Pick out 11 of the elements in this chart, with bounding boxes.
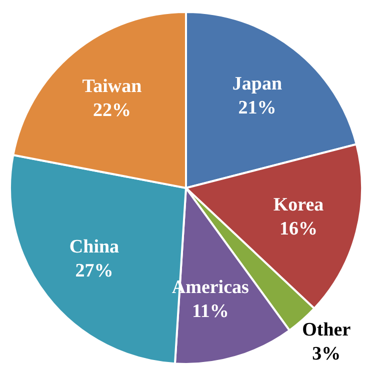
data-label: 21% <box>238 98 276 119</box>
slice-label: Other <box>302 319 352 340</box>
slice-label: Japan <box>232 74 282 95</box>
data-label: 11% <box>192 301 229 322</box>
data-label: 3% <box>312 343 341 364</box>
slice-label: Taiwan <box>82 76 142 97</box>
slice-label: Korea <box>273 194 324 216</box>
data-label: 16% <box>280 218 318 240</box>
data-label: 22% <box>92 100 131 121</box>
data-label: 27% <box>75 260 114 282</box>
slice-label: China <box>69 236 120 258</box>
